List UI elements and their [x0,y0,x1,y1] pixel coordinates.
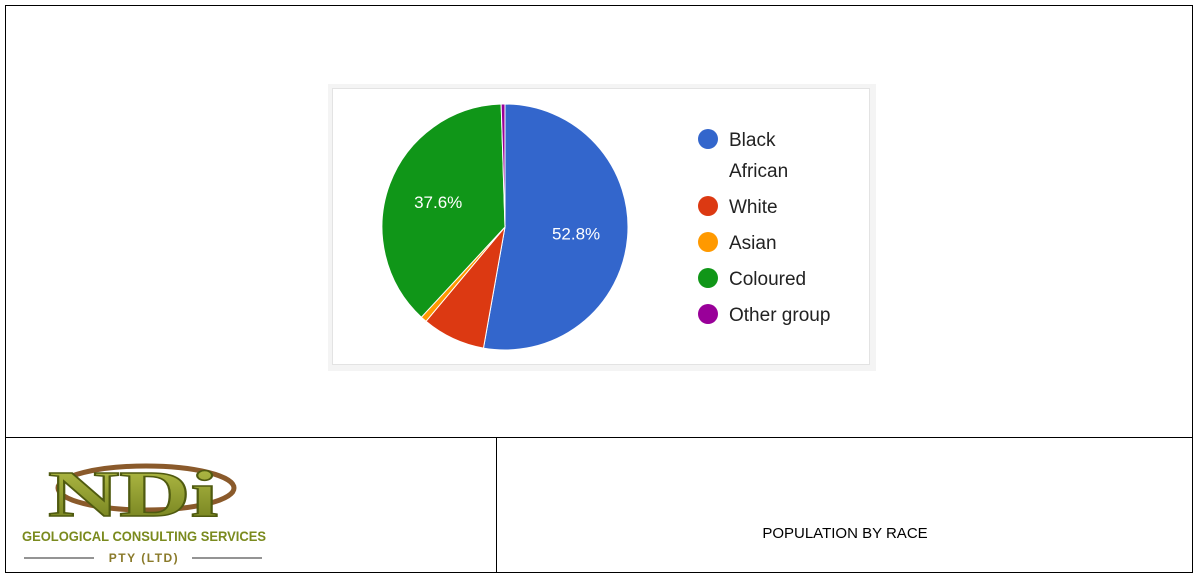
pie-slice-coloured [381,103,506,318]
legend-label-other-group: Other group [729,305,830,326]
pie-label-black-african: 52.8% [552,224,600,243]
page-frame [5,5,1193,573]
legend-marker-asian [698,232,718,252]
logo-mark: NDi [48,458,218,531]
pie-label-coloured: 37.6% [414,193,462,212]
logo-company-name: GEOLOGICAL CONSULTING SERVICES [22,528,266,544]
pie-slice-black-african [482,103,629,351]
legend-label-coloured: Coloured [729,269,806,290]
logo-suffix: PTY (LTD) [109,551,179,565]
legend-marker-coloured [698,268,718,288]
logo-swoosh [55,463,237,513]
divider-horizontal [5,437,1193,438]
pie-slice-other-group [500,103,506,228]
legend-label-black-african: African [729,161,788,182]
legend-label-white: White [729,197,778,218]
legend-marker-other-group [698,304,718,324]
page-caption: POPULATION BY RACE [762,525,928,542]
legend-marker-white [698,196,718,216]
legend-label-asian: Asian [729,233,777,254]
legend-marker-black-african [698,129,718,149]
company-logo: NDi GEOLOGICAL CONSULTING SERVICES PTY (… [22,457,266,565]
divider-vertical [496,437,497,573]
legend-label-black-african: Black [729,130,776,151]
